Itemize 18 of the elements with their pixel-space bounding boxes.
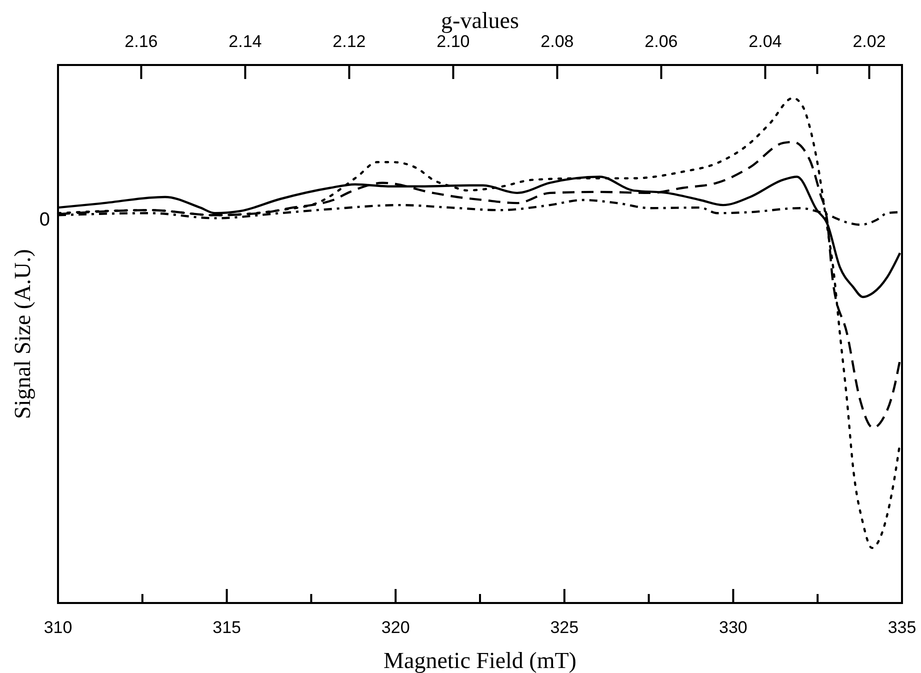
x2-tick-label: 2.16 bbox=[124, 32, 158, 51]
x-tick-label: 330 bbox=[719, 618, 748, 637]
x2-tick-label: 2.06 bbox=[644, 32, 678, 51]
x2-tick-label: 2.02 bbox=[852, 32, 886, 51]
y-axis-title: Signal Size (A.U.) bbox=[10, 249, 35, 419]
x-tick-label: 310 bbox=[44, 618, 72, 637]
x2-tick-label: 2.12 bbox=[332, 32, 366, 51]
x-tick-label: 335 bbox=[888, 618, 916, 637]
x2-tick-label: 2.08 bbox=[540, 32, 574, 51]
text: 0 bbox=[39, 210, 50, 231]
x2-tick-label: 2.14 bbox=[228, 32, 262, 51]
x-tick-label: 315 bbox=[212, 618, 241, 637]
x2-tick-label: 2.10 bbox=[436, 32, 470, 51]
x-axis-title: Magnetic Field (mT) bbox=[384, 648, 576, 673]
x2-axis-title: g-values bbox=[441, 8, 520, 33]
x-tick-label: 320 bbox=[381, 618, 410, 637]
x2-tick-label: 2.04 bbox=[748, 32, 782, 51]
x-tick-label: 325 bbox=[550, 618, 579, 637]
